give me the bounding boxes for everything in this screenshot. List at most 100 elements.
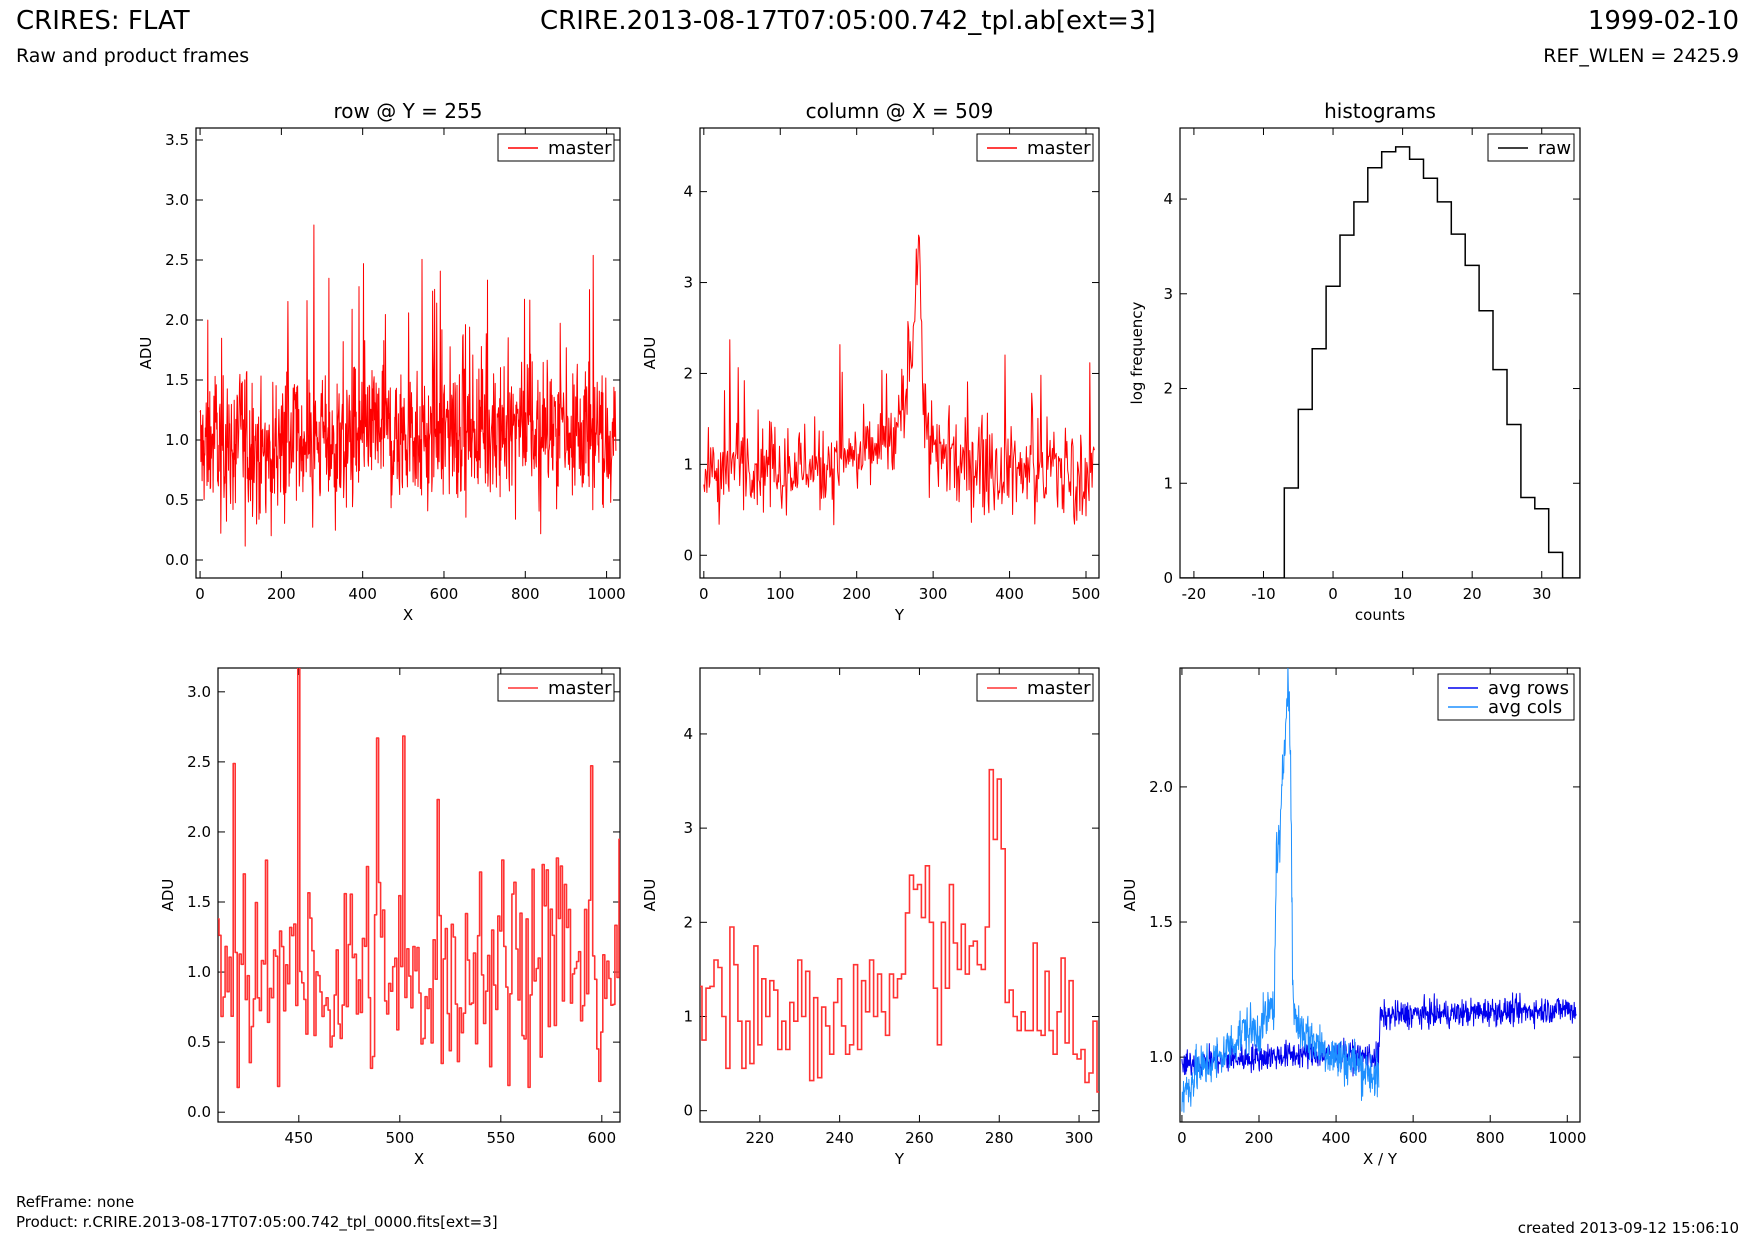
x-tick-label: 240 bbox=[825, 1129, 854, 1147]
y-tick-label: 3.0 bbox=[187, 683, 211, 701]
x-tick-label: 400 bbox=[348, 585, 377, 603]
series-raw bbox=[1180, 146, 1580, 578]
legend-box bbox=[1437, 673, 1575, 721]
chart-column-full: 0 100 200 300 400 500 0 1 2 3 4 Y ADU column @ X = 50… bbox=[641, 99, 1100, 624]
date-label: 1999-02-10 bbox=[1587, 6, 1739, 36]
legend-label: master bbox=[1027, 138, 1091, 159]
y-axis-label: ADU bbox=[1121, 879, 1139, 912]
chart-title: row @ Y = 255 bbox=[334, 99, 483, 123]
figure-subtitle: Raw and product frames bbox=[16, 45, 250, 67]
x-tick-label: 200 bbox=[842, 585, 871, 603]
plot-area bbox=[700, 768, 1099, 1093]
chart-row-full: 0 200 400 600 800 1000 0.0 0.5 1.0 1.5 2.0 2.5 3.0 3.… bbox=[137, 99, 626, 624]
x-tick-label: 400 bbox=[1322, 1129, 1351, 1147]
y-tick-label: 1 bbox=[683, 1008, 693, 1026]
x-tick-label: 800 bbox=[1476, 1129, 1505, 1147]
refframe-label: RefFrame: none bbox=[16, 1193, 135, 1211]
y-tick-label: 4 bbox=[683, 725, 693, 743]
x-tick-label: 100 bbox=[766, 585, 795, 603]
x-tick-label: 300 bbox=[1065, 1129, 1094, 1147]
y-tick-label: 1 bbox=[683, 455, 693, 473]
series-master bbox=[199, 224, 617, 547]
y-tick-label: 0.5 bbox=[165, 491, 189, 509]
legend-label: avg rows bbox=[1488, 678, 1569, 699]
x-tick-label: 450 bbox=[284, 1129, 313, 1147]
x-axis-label: X / Y bbox=[1363, 1150, 1398, 1168]
chart-averages: 0 200 400 600 800 1000 1.0 1.5 2.0 X / Y ADU avg ro… bbox=[1121, 667, 1586, 1168]
x-tick-label: 1000 bbox=[587, 585, 625, 603]
x-tick-label: 600 bbox=[1399, 1129, 1428, 1147]
y-tick-label: 1.5 bbox=[1149, 913, 1173, 931]
y-tick-label: 3 bbox=[683, 274, 693, 292]
plot-area bbox=[1180, 146, 1580, 578]
x-tick-label: 200 bbox=[267, 585, 296, 603]
x-tick-label: 0 bbox=[1328, 585, 1338, 603]
y-tick-label: 0 bbox=[683, 546, 693, 564]
x-tick-label: 0 bbox=[1177, 1129, 1187, 1147]
figure-title: CRIRES: FLAT bbox=[16, 6, 190, 36]
x-tick-label: 260 bbox=[905, 1129, 934, 1147]
y-tick-label: 0 bbox=[683, 1102, 693, 1120]
y-tick-label: 2 bbox=[1163, 380, 1173, 398]
x-axis-label: counts bbox=[1355, 606, 1405, 624]
legend-label: master bbox=[548, 678, 612, 699]
chart-title: histograms bbox=[1324, 99, 1436, 123]
series-avg-cols bbox=[1181, 668, 1380, 1113]
x-tick-label: 200 bbox=[1245, 1129, 1274, 1147]
y-tick-label: 3 bbox=[683, 819, 693, 837]
y-axis-label: log frequency bbox=[1128, 301, 1146, 404]
y-tick-label: 1.0 bbox=[165, 431, 189, 449]
y-tick-label: 2.5 bbox=[165, 251, 189, 269]
plot-area bbox=[218, 668, 620, 1089]
y-tick-label: 1.0 bbox=[1149, 1048, 1173, 1066]
legend-label: raw bbox=[1538, 138, 1571, 159]
y-tick-label: 2 bbox=[683, 913, 693, 931]
x-tick-label: 20 bbox=[1463, 585, 1482, 603]
x-tick-label: 30 bbox=[1532, 585, 1551, 603]
plot-frame bbox=[699, 127, 1100, 579]
y-tick-label: 3.5 bbox=[165, 131, 189, 149]
x-tick-label: 500 bbox=[385, 1129, 414, 1147]
x-tick-label: 0 bbox=[195, 585, 205, 603]
x-tick-label: -20 bbox=[1182, 585, 1207, 603]
y-tick-label: 3 bbox=[1163, 285, 1173, 303]
series-master bbox=[218, 668, 620, 1089]
y-tick-label: 2.0 bbox=[165, 311, 189, 329]
y-tick-label: 4 bbox=[683, 183, 693, 201]
y-tick-label: 4 bbox=[1163, 190, 1173, 208]
legend-label: avg cols bbox=[1488, 697, 1562, 718]
x-tick-label: 600 bbox=[587, 1129, 616, 1147]
x-tick-label: 800 bbox=[511, 585, 540, 603]
series-master bbox=[700, 768, 1099, 1093]
plot-frame bbox=[1179, 127, 1581, 579]
x-tick-label: 280 bbox=[985, 1129, 1014, 1147]
plot-area bbox=[703, 234, 1095, 526]
x-tick-label: 1000 bbox=[1548, 1129, 1586, 1147]
y-tick-label: 2.0 bbox=[1149, 778, 1173, 796]
y-tick-label: 0.0 bbox=[187, 1103, 211, 1121]
x-axis-label: Y bbox=[894, 606, 905, 624]
y-tick-label: 1.0 bbox=[187, 963, 211, 981]
y-tick-label: 1 bbox=[1163, 474, 1173, 492]
y-tick-label: 3.0 bbox=[165, 191, 189, 209]
y-tick-label: 0 bbox=[1163, 569, 1173, 587]
y-axis-label: ADU bbox=[641, 879, 659, 912]
y-axis-label: ADU bbox=[641, 337, 659, 370]
x-tick-label: 400 bbox=[995, 585, 1024, 603]
legend-label: master bbox=[548, 138, 612, 159]
x-axis-label: X bbox=[414, 1150, 424, 1168]
x-axis-label: X bbox=[403, 606, 413, 624]
chart-column-zoom: 220 240 260 280 300 0 1 2 3 4 Y ADU master bbox=[641, 667, 1100, 1168]
x-tick-label: 220 bbox=[746, 1129, 775, 1147]
created-label: created 2013-09-12 15:06:10 bbox=[1517, 1219, 1739, 1237]
y-tick-label: 0.5 bbox=[187, 1033, 211, 1051]
x-tick-label: 10 bbox=[1393, 585, 1412, 603]
y-axis-label: ADU bbox=[159, 879, 177, 912]
plot-frame bbox=[217, 667, 621, 1123]
y-tick-label: 1.5 bbox=[165, 371, 189, 389]
x-tick-label: -10 bbox=[1251, 585, 1276, 603]
x-tick-label: 600 bbox=[430, 585, 459, 603]
product-label: Product: r.CRIRE.2013-08-17T07:05:00.742… bbox=[16, 1213, 498, 1231]
x-tick-label: 500 bbox=[1072, 585, 1101, 603]
